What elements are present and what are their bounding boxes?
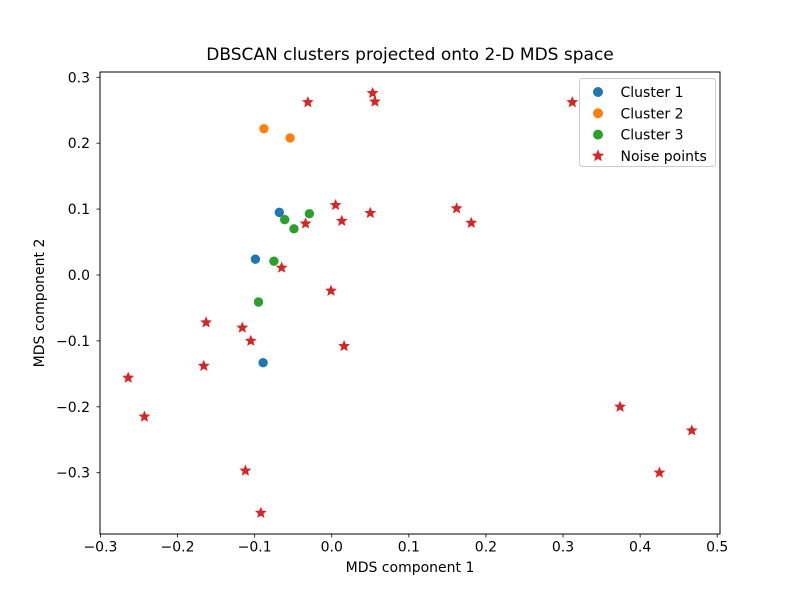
y-tick-label: 0.0 [68,268,90,284]
data-point-noise-points [338,339,350,352]
y-tick-label: −0.2 [56,400,90,416]
data-point-noise-points [200,316,212,328]
data-point-noise-points [122,371,135,383]
data-point-noise-points [254,506,267,518]
data-point-noise-points [329,198,342,211]
data-point-cluster-2 [259,123,269,134]
x-tick-label: −0.1 [238,540,272,556]
data-point-noise-points [275,261,288,273]
legend-label-cluster-2: Cluster 2 [621,106,684,122]
x-tick-label: 0.1 [398,540,420,556]
data-point-noise-points [335,214,348,226]
legend-box [579,78,716,167]
y-axis-label: MDS component 2 [32,238,48,368]
x-tick-label: 0.4 [629,540,651,556]
data-point-noise-points [138,410,151,422]
legend-marker-cluster-1-icon [593,87,603,97]
data-point-noise-points [685,424,698,436]
data-point-cluster-3 [269,256,279,266]
data-point-noise-points [450,202,463,214]
chart-title: DBSCAN clusters projected onto 2-D MDS s… [206,45,614,65]
data-point-noise-points [325,284,337,296]
data-point-noise-points [566,96,579,108]
data-point-noise-points [244,334,257,346]
data-point-cluster-3 [280,214,290,225]
data-point-noise-points [465,216,478,228]
x-tick-label: −0.2 [161,540,195,556]
x-tick-label: 0.3 [552,540,574,556]
y-tick-label: −0.1 [56,334,90,350]
data-point-noise-points [301,96,314,108]
y-tick-label: 0.2 [68,136,90,152]
data-point-noise-points [653,466,666,478]
plot-frame [99,71,721,535]
legend-label-cluster-1: Cluster 1 [621,85,684,101]
data-point-cluster-3 [289,224,299,234]
data-point-cluster-1 [274,207,285,218]
legend-marker-cluster-3-icon [593,129,603,140]
legend-label-noise-points: Noise points [621,149,707,165]
x-tick-label: 0.2 [475,540,497,556]
legend-marker-cluster-2-icon [593,108,603,119]
legend-marker-noise-points-icon [591,149,605,162]
legend-label-cluster-3: Cluster 3 [621,128,684,144]
data-point-cluster-1 [258,357,268,368]
data-point-noise-points [239,464,252,476]
data-point-cluster-1 [250,254,261,264]
data-point-noise-points [197,359,210,371]
data-point-cluster-3 [304,209,315,219]
data-point-noise-points [236,321,249,333]
y-tick-label: 0.1 [68,202,90,218]
data-point-noise-points [364,206,377,219]
x-tick-label: −0.3 [83,540,117,556]
data-point-noise-points [299,217,312,229]
data-point-cluster-2 [285,133,295,143]
y-tick-label: −0.3 [56,466,90,482]
x-axis-label: MDS component 1 [345,560,475,576]
data-point-noise-points [366,86,379,99]
y-tick-label: 0.3 [68,70,90,86]
x-tick-label: 0.5 [706,540,728,556]
data-point-noise-points [369,95,381,107]
data-point-noise-points [614,400,626,412]
x-tick-label: 0.0 [321,540,343,556]
data-point-cluster-3 [253,297,264,307]
